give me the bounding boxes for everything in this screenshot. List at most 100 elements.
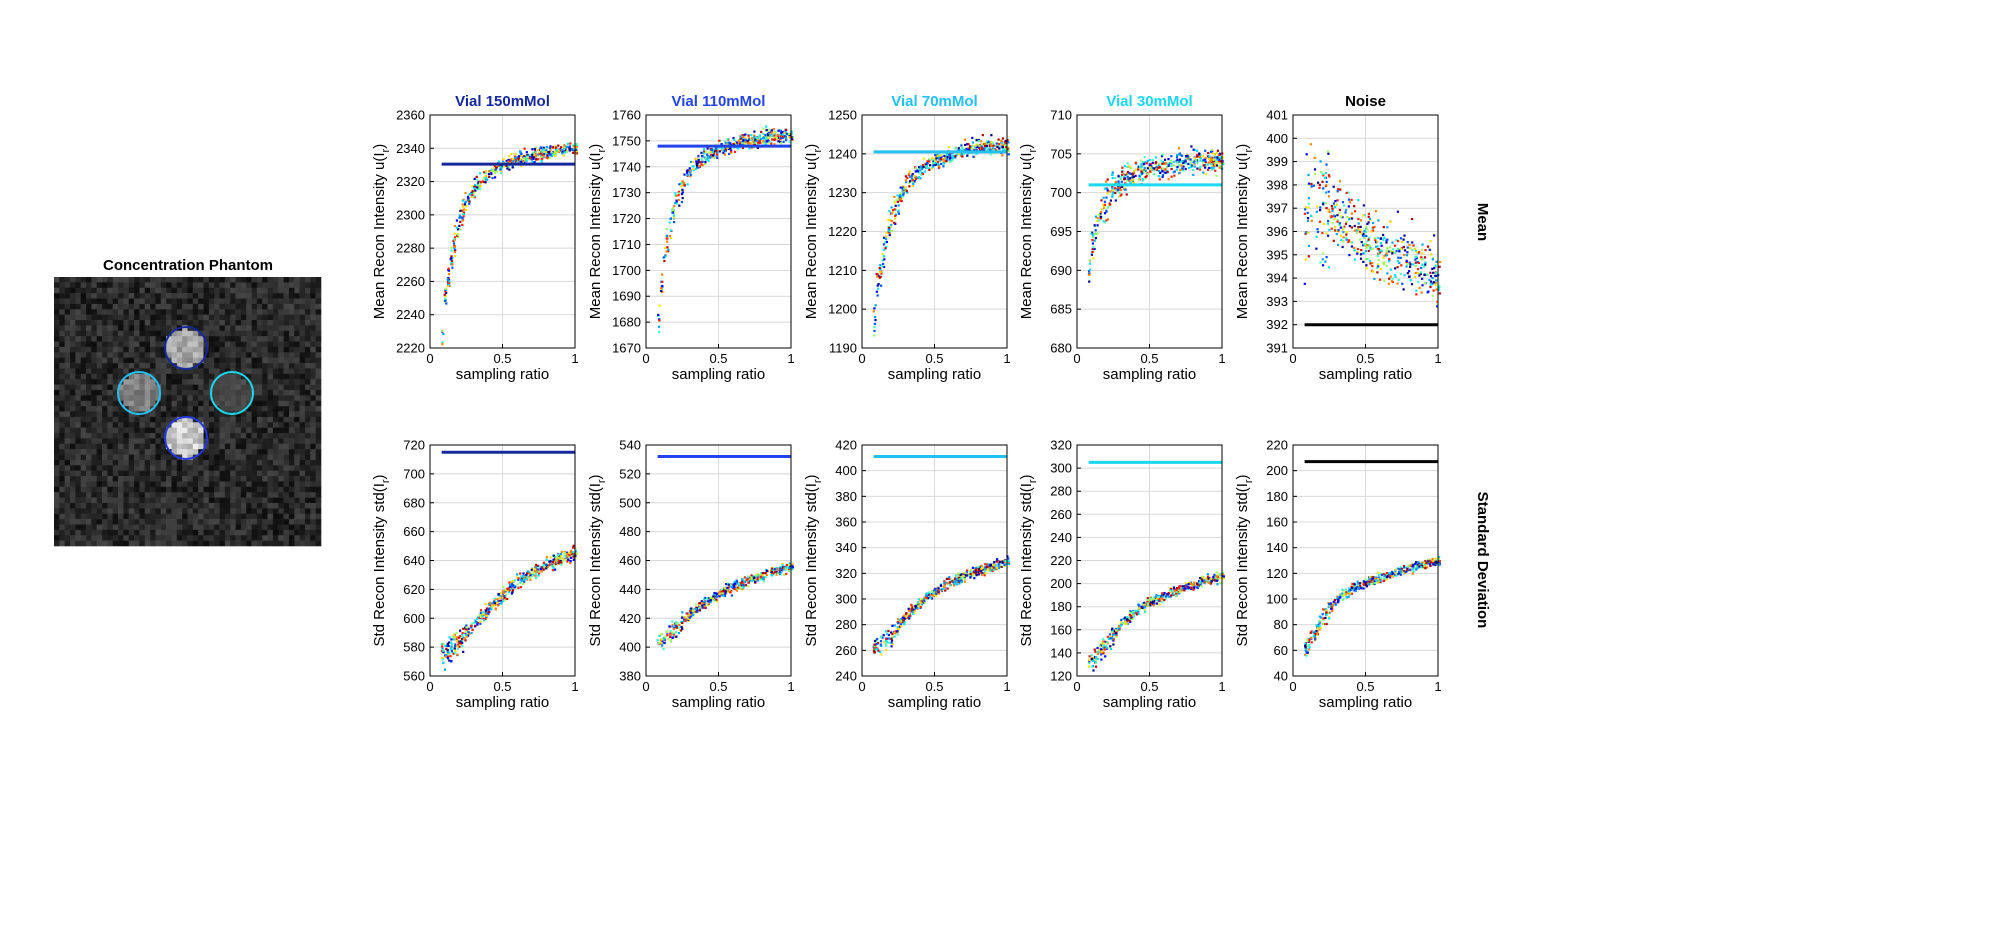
phantom-pixel bbox=[155, 325, 162, 332]
data-point bbox=[704, 161, 707, 164]
phantom-pixel bbox=[219, 476, 226, 482]
data-point bbox=[966, 147, 970, 150]
phantom-pixel bbox=[299, 459, 306, 466]
data-point bbox=[894, 214, 897, 217]
phantom-pixel bbox=[198, 476, 204, 482]
phantom-pixel bbox=[144, 508, 151, 515]
phantom-pixel bbox=[118, 298, 124, 305]
data-point bbox=[984, 145, 987, 148]
phantom-pixel bbox=[123, 443, 130, 450]
data-point bbox=[1144, 175, 1147, 179]
data-point bbox=[540, 157, 543, 160]
data-point bbox=[1403, 234, 1406, 237]
phantom-pixel bbox=[192, 433, 199, 439]
phantom-pixel bbox=[160, 282, 167, 289]
phantom-pixel bbox=[86, 336, 92, 342]
data-point bbox=[1157, 175, 1161, 178]
phantom-pixel bbox=[304, 416, 311, 423]
data-point bbox=[1180, 164, 1183, 167]
data-point bbox=[1389, 268, 1392, 271]
phantom-pixel bbox=[86, 513, 92, 520]
phantom-pixel bbox=[187, 395, 194, 402]
data-point bbox=[513, 155, 517, 158]
phantom-pixel bbox=[96, 492, 103, 498]
phantom-pixel bbox=[144, 282, 151, 289]
phantom-pixel bbox=[64, 395, 71, 402]
data-point bbox=[1210, 161, 1213, 164]
phantom-pixel bbox=[315, 540, 322, 547]
phantom-pixel bbox=[235, 427, 242, 434]
phantom-pixel bbox=[246, 277, 252, 283]
phantom-pixel bbox=[112, 416, 119, 423]
phantom-pixel bbox=[102, 519, 108, 525]
phantom-pixel bbox=[86, 406, 92, 412]
data-point bbox=[523, 155, 526, 158]
phantom-pixel bbox=[139, 449, 146, 455]
phantom-pixel bbox=[288, 325, 295, 332]
phantom-pixel bbox=[139, 341, 146, 348]
data-point bbox=[948, 158, 951, 161]
data-point bbox=[1091, 247, 1094, 250]
phantom-pixel bbox=[150, 325, 156, 332]
phantom-pixel bbox=[54, 303, 60, 310]
phantom-pixel bbox=[315, 336, 322, 342]
phantom-pixel bbox=[80, 411, 87, 418]
data-point bbox=[1153, 167, 1156, 170]
phantom-pixel bbox=[203, 406, 210, 412]
phantom-pixel bbox=[299, 540, 306, 547]
phantom-pixel bbox=[139, 540, 146, 547]
data-point bbox=[529, 155, 532, 158]
data-point bbox=[1176, 160, 1179, 164]
phantom-pixel bbox=[240, 395, 247, 402]
phantom-pixel bbox=[304, 497, 311, 504]
phantom-pixel bbox=[304, 352, 311, 358]
phantom-pixel bbox=[112, 535, 119, 541]
y-tick-label: 690 bbox=[1050, 263, 1072, 278]
phantom-pixel bbox=[187, 502, 194, 509]
phantom-pixel bbox=[166, 524, 172, 531]
phantom-pixel bbox=[315, 535, 322, 541]
phantom-pixel bbox=[246, 309, 252, 315]
data-point bbox=[529, 153, 532, 156]
phantom-pixel bbox=[246, 422, 252, 428]
phantom-pixel bbox=[182, 400, 188, 407]
data-point bbox=[1207, 151, 1210, 155]
data-point bbox=[1309, 214, 1313, 217]
data-point bbox=[752, 138, 756, 142]
data-point bbox=[1414, 258, 1417, 261]
data-point bbox=[1196, 149, 1199, 152]
phantom-pixel bbox=[160, 400, 167, 407]
phantom-pixel bbox=[262, 497, 268, 504]
data-point bbox=[1207, 168, 1210, 171]
phantom-pixel bbox=[155, 540, 162, 547]
phantom-pixel bbox=[283, 341, 290, 348]
data-point bbox=[1132, 175, 1135, 178]
phantom-pixel bbox=[294, 346, 300, 353]
data-point bbox=[1377, 248, 1380, 251]
data-point bbox=[897, 197, 900, 200]
phantom-pixel bbox=[54, 459, 60, 466]
phantom-pixel bbox=[198, 363, 204, 369]
data-point bbox=[1145, 174, 1148, 178]
data-point bbox=[1152, 167, 1155, 170]
data-point bbox=[448, 280, 451, 283]
phantom-pixel bbox=[315, 406, 322, 412]
data-point bbox=[1091, 239, 1094, 242]
data-point bbox=[1182, 165, 1185, 168]
data-point bbox=[735, 141, 738, 144]
phantom-pixel bbox=[171, 508, 178, 515]
phantom-pixel bbox=[54, 524, 60, 531]
data-point bbox=[1092, 234, 1095, 237]
data-point bbox=[468, 202, 471, 205]
phantom-pixel bbox=[304, 309, 311, 315]
phantom-pixel bbox=[102, 502, 108, 509]
phantom-pixel bbox=[150, 303, 156, 310]
data-point bbox=[1369, 259, 1372, 262]
phantom-pixel bbox=[166, 470, 172, 477]
phantom-pixel bbox=[86, 363, 92, 369]
phantom-pixel bbox=[54, 438, 60, 445]
data-point bbox=[707, 151, 711, 154]
phantom-pixel bbox=[230, 325, 236, 332]
data-point bbox=[713, 156, 716, 159]
phantom-pixel bbox=[182, 449, 188, 455]
